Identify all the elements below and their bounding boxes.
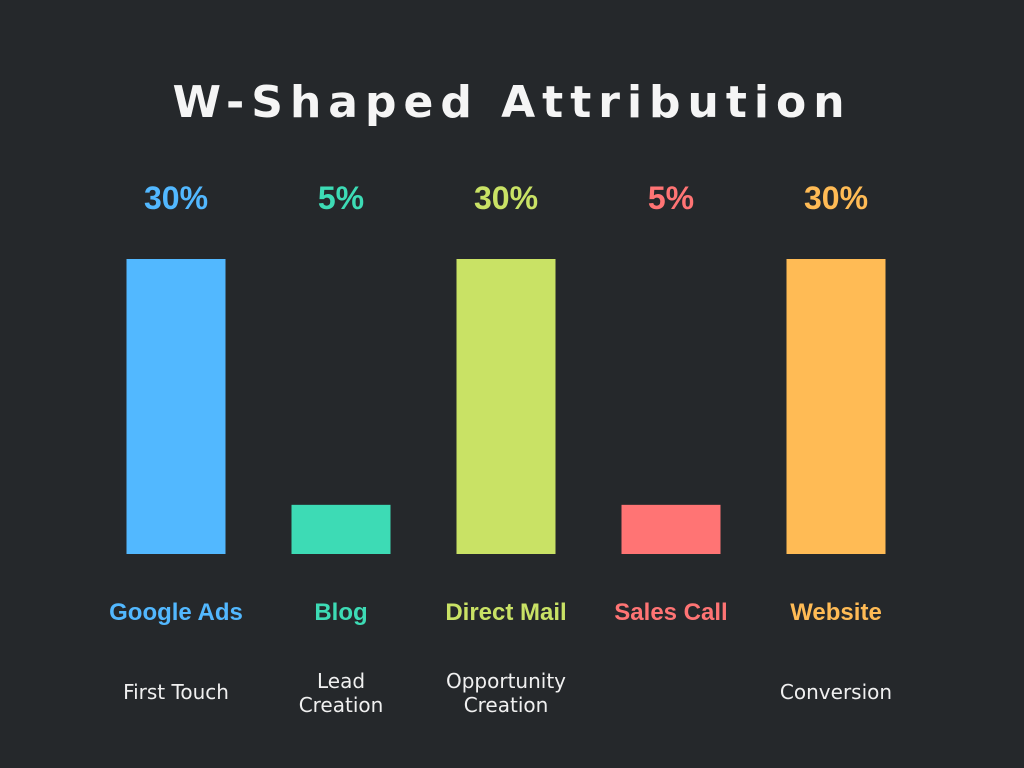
value-label-blog: 5% [318,180,364,216]
bar-sales-call [621,504,721,554]
value-label-sales-call: 5% [648,180,694,216]
bar-google-ads [126,259,226,554]
chart-title: W-Shaped Attribution [172,77,852,128]
category-label-direct-mail: Direct Mail [445,599,566,626]
value-label-google-ads: 30% [144,180,208,216]
stage-label-blog-line-2: Creation [299,693,384,717]
value-label-direct-mail: 30% [474,180,538,216]
category-label-google-ads: Google Ads [109,599,243,626]
stage-label-website: Conversion [780,680,892,704]
bar-blog [291,504,391,554]
bar-website [786,259,886,554]
category-label-website: Website [790,599,882,626]
bar-direct-mail [456,259,556,554]
stage-label-blog-line-1: Lead [317,669,365,693]
value-label-website: 30% [804,180,868,216]
category-label-blog: Blog [314,599,367,626]
stage-label-google-ads: First Touch [123,680,229,704]
stage-label-direct-mail-line-2: Creation [464,693,549,717]
category-label-sales-call: Sales Call [614,599,727,626]
stage-label-direct-mail-line-1: Opportunity [446,669,566,693]
